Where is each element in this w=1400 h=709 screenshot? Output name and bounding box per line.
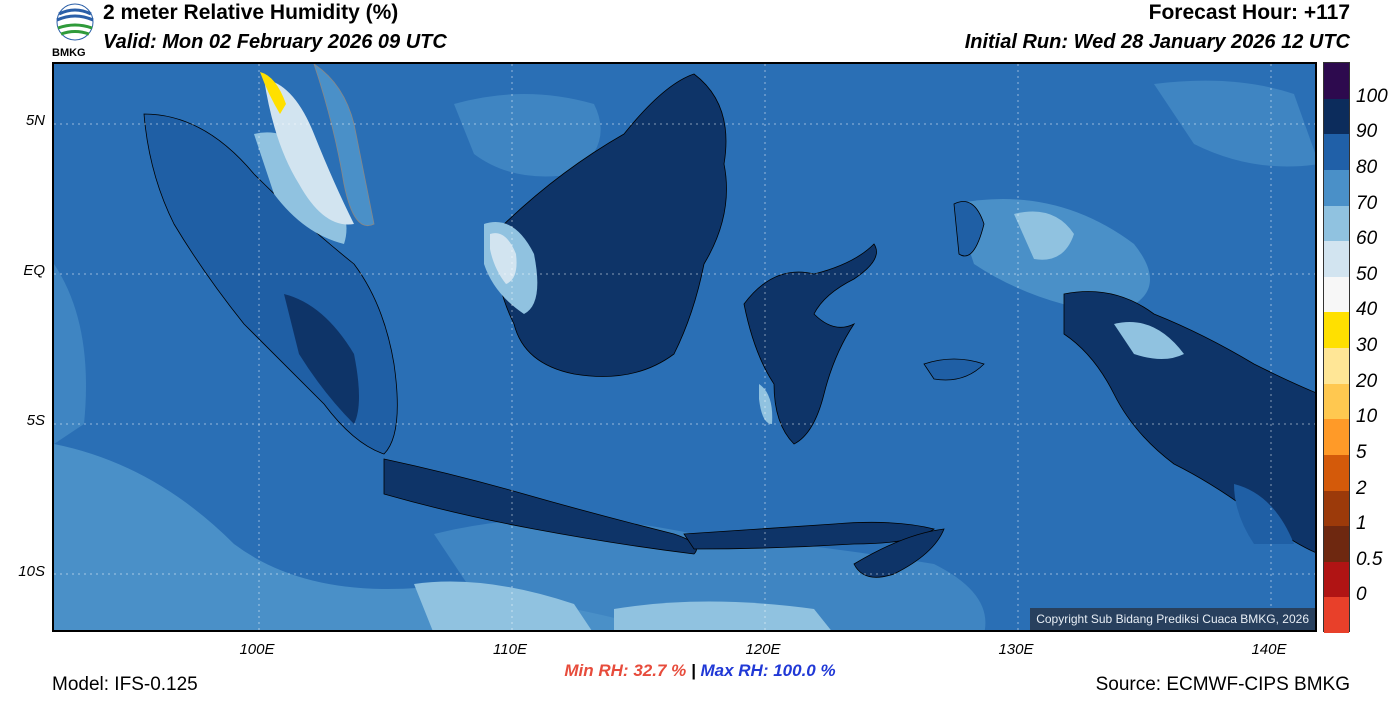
- colorbar: [1323, 62, 1350, 633]
- colorbar-segment: [1324, 312, 1349, 348]
- min-rh: Min RH: 32.7 %: [564, 661, 687, 680]
- x-label-130e: 130E: [998, 641, 1034, 658]
- colorbar-label: 50: [1356, 263, 1378, 285]
- ocean-dry-patch: [614, 601, 831, 630]
- max-rh: Max RH: 100.0 %: [700, 661, 836, 680]
- colorbar-label: 0: [1356, 584, 1367, 606]
- colorbar-label: 5: [1356, 441, 1367, 463]
- rh-stats: Min RH: 32.7 % | Max RH: 100.0 %: [0, 661, 1400, 681]
- colorbar-segment: [1324, 454, 1349, 491]
- colorbar-label: 100: [1356, 85, 1388, 107]
- colorbar-label: 10: [1356, 406, 1378, 428]
- colorbar-label: 30: [1356, 335, 1378, 356]
- colorbar-label: 2: [1356, 477, 1367, 499]
- logo-text: BMKG: [52, 47, 86, 59]
- model-label: Model: IFS-0.125: [52, 674, 198, 695]
- colorbar-segment: [1324, 526, 1349, 562]
- ocean-dry-patch: [414, 581, 592, 630]
- source-label: Source: ECMWF-CIPS BMKG: [1095, 674, 1350, 695]
- colorbar-segment: [1324, 561, 1349, 598]
- malay-peninsula: [313, 64, 375, 226]
- humidity-map[interactable]: Copyright Sub Bidang Prediksi Cuaca BMKG…: [52, 62, 1317, 632]
- forecast-hour: Forecast Hour: +117: [1148, 1, 1350, 24]
- sumatra-lowest-rh: [260, 72, 286, 114]
- colorbar-segment: [1324, 134, 1349, 170]
- lesser-sunda: [683, 521, 935, 550]
- y-label-eq: EQ: [23, 262, 45, 279]
- copyright-notice: Copyright Sub Bidang Prediksi Cuaca BMKG…: [1030, 608, 1315, 630]
- valid-time: Valid: Mon 02 February 2026 09 UTC: [103, 31, 447, 53]
- colorbar-label: 0.5: [1356, 548, 1383, 570]
- colorbar-segment: [1324, 63, 1349, 99]
- new-guinea-south: [1234, 484, 1294, 544]
- colorbar-label: 20: [1356, 370, 1378, 392]
- colorbar-label: 80: [1356, 156, 1378, 178]
- borneo-very-dry: [490, 233, 517, 284]
- colorbar-segment: [1324, 241, 1349, 277]
- ocean-patch: [1154, 80, 1315, 167]
- colorbar-segment: [1324, 383, 1349, 420]
- sumatra-dry: [254, 132, 347, 244]
- sulawesi: [743, 243, 877, 445]
- ocean-dry-patch: [1014, 211, 1074, 260]
- new-guinea: [1063, 291, 1315, 553]
- colorbar-segment: [1324, 169, 1349, 206]
- colorbar-segment: [1324, 276, 1349, 313]
- chart-title: 2 meter Relative Humidity (%): [103, 1, 399, 24]
- y-label-5n: 5N: [25, 112, 45, 129]
- colorbar-label: 70: [1356, 192, 1378, 214]
- ocean-patch: [454, 94, 601, 177]
- colorbar-segment: [1324, 348, 1349, 384]
- colorbar-segment: [1324, 490, 1349, 527]
- bmkg-logo: [52, 2, 98, 60]
- colorbar-segment: [1324, 205, 1349, 242]
- ocean-patch: [54, 264, 86, 444]
- graticule: [54, 64, 1315, 630]
- x-label-100e: 100E: [239, 641, 275, 658]
- x-label-110e: 110E: [493, 641, 527, 658]
- colorbar-label: 1: [1356, 513, 1367, 535]
- sumatra-very-dry: [264, 79, 354, 225]
- sulawesi-dry: [759, 384, 773, 424]
- colorbar-label: 60: [1356, 228, 1378, 250]
- colorbar-segment: [1324, 98, 1349, 135]
- y-label-5s: 5S: [26, 412, 45, 429]
- x-label-140e: 140E: [1251, 641, 1287, 658]
- colorbar-label: 40: [1356, 299, 1378, 321]
- seram: [923, 358, 985, 381]
- sumatra-wet: [284, 294, 359, 424]
- initial-run: Initial Run: Wed 28 January 2026 12 UTC: [964, 31, 1350, 53]
- ocean-patch: [434, 519, 986, 630]
- map-canvas: [54, 64, 1315, 630]
- stats-separator: |: [690, 661, 696, 680]
- timor: [853, 528, 945, 578]
- colorbar-segment: [1324, 419, 1349, 455]
- y-label-10s: 10S: [18, 563, 45, 580]
- colorbar-label: 90: [1356, 121, 1378, 143]
- halmahera: [953, 201, 985, 257]
- x-label-120e: 120E: [745, 641, 781, 658]
- colorbar-segment: [1324, 597, 1349, 633]
- new-guinea-dry: [1114, 322, 1184, 359]
